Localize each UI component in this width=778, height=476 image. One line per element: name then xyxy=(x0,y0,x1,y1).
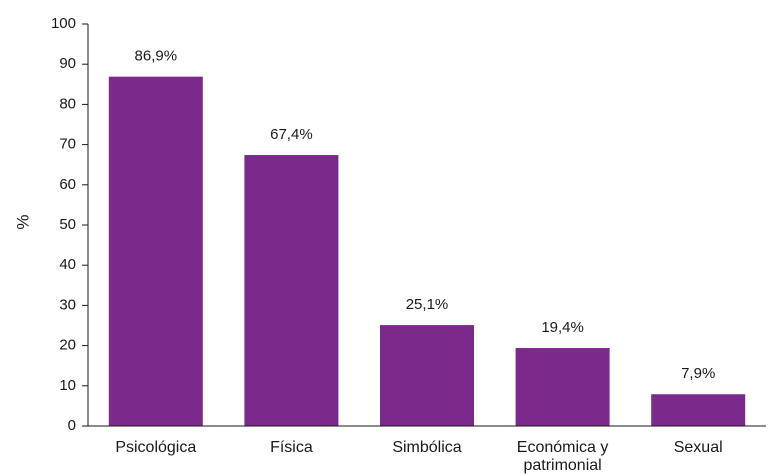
data-label: 86,9% xyxy=(135,48,178,65)
data-labels: 86,9% 67,4% 25,1% 19,4% 7,9% xyxy=(135,48,716,383)
y-tick-label: 80 xyxy=(59,95,76,112)
bars xyxy=(108,76,746,427)
bar xyxy=(244,155,339,426)
y-tick-label: 30 xyxy=(59,296,76,313)
category-label: Psicológica xyxy=(115,439,196,456)
y-tick-label: 40 xyxy=(59,256,76,273)
y-tick-label: 100 xyxy=(51,15,76,32)
y-tick-label: 60 xyxy=(59,176,76,193)
bar xyxy=(515,348,610,426)
y-tick-label: 0 xyxy=(68,417,76,434)
category-label: Simbólica xyxy=(392,439,461,456)
data-label: 67,4% xyxy=(270,126,313,143)
bar xyxy=(380,325,474,426)
category-label: Sexual xyxy=(674,439,723,456)
y-tick-label: 10 xyxy=(59,377,76,394)
y-tick-label: 50 xyxy=(59,216,76,233)
x-axis-labels: Psicológica Física Simbólica Económica y pat… xyxy=(115,439,722,474)
y-tick-label: 90 xyxy=(59,55,76,72)
category-label: Física xyxy=(270,439,313,456)
y-axis-title: % xyxy=(13,214,32,229)
y-axis-ticks: 0 10 20 30 40 50 60 70 80 90 100 xyxy=(51,15,88,434)
data-label: 19,4% xyxy=(541,319,584,336)
bar xyxy=(651,394,746,426)
bar xyxy=(108,76,203,427)
y-tick-label: 20 xyxy=(59,337,76,354)
data-label: 25,1% xyxy=(406,296,449,313)
data-label: 7,9% xyxy=(681,365,715,382)
category-label: Económica y patrimonial xyxy=(517,439,609,474)
y-tick-label: 70 xyxy=(59,136,76,153)
